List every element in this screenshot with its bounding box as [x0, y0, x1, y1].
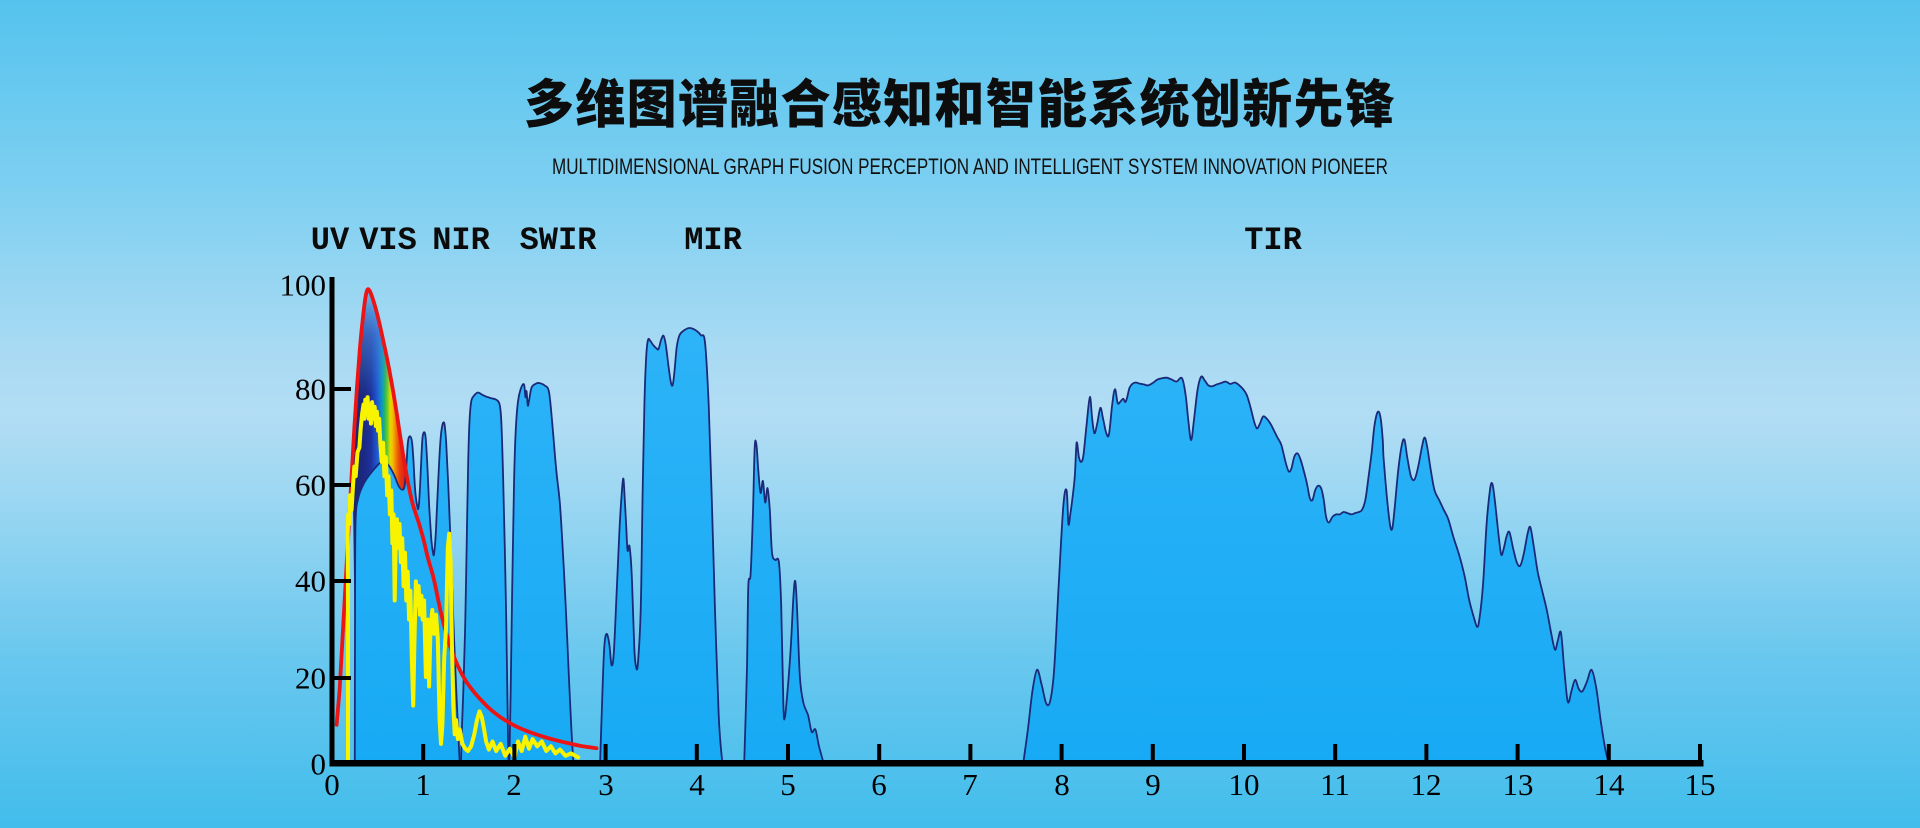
svg-text:14: 14 [1594, 767, 1626, 802]
svg-text:NIR: NIR [432, 222, 490, 259]
svg-text:13: 13 [1503, 767, 1534, 802]
svg-text:0: 0 [324, 767, 340, 802]
svg-text:SWIR: SWIR [520, 222, 598, 259]
svg-text:0: 0 [311, 747, 327, 782]
svg-text:MULTIDIMENSIONAL GRAPH FUSION: MULTIDIMENSIONAL GRAPH FUSION PERCEPTION… [552, 154, 1388, 179]
svg-text:15: 15 [1685, 767, 1716, 802]
svg-text:80: 80 [295, 372, 326, 407]
svg-text:7: 7 [962, 767, 978, 802]
svg-text:3: 3 [598, 767, 614, 802]
svg-text:MIR: MIR [684, 222, 742, 259]
svg-text:10: 10 [1229, 767, 1260, 802]
svg-text:60: 60 [295, 468, 326, 503]
svg-text:8: 8 [1054, 767, 1070, 802]
svg-text:2: 2 [506, 767, 522, 802]
svg-text:11: 11 [1320, 767, 1350, 802]
svg-text:VIS: VIS [359, 222, 417, 259]
svg-text:9: 9 [1145, 767, 1161, 802]
svg-text:4: 4 [689, 767, 705, 802]
svg-text:40: 40 [295, 564, 326, 599]
svg-text:1: 1 [415, 767, 431, 802]
svg-text:UV: UV [311, 222, 350, 259]
svg-text:100: 100 [280, 268, 327, 303]
svg-text:20: 20 [295, 661, 326, 696]
svg-text:TIR: TIR [1244, 222, 1302, 259]
svg-text:6: 6 [871, 767, 887, 802]
svg-text:5: 5 [780, 767, 796, 802]
svg-text:12: 12 [1411, 767, 1442, 802]
